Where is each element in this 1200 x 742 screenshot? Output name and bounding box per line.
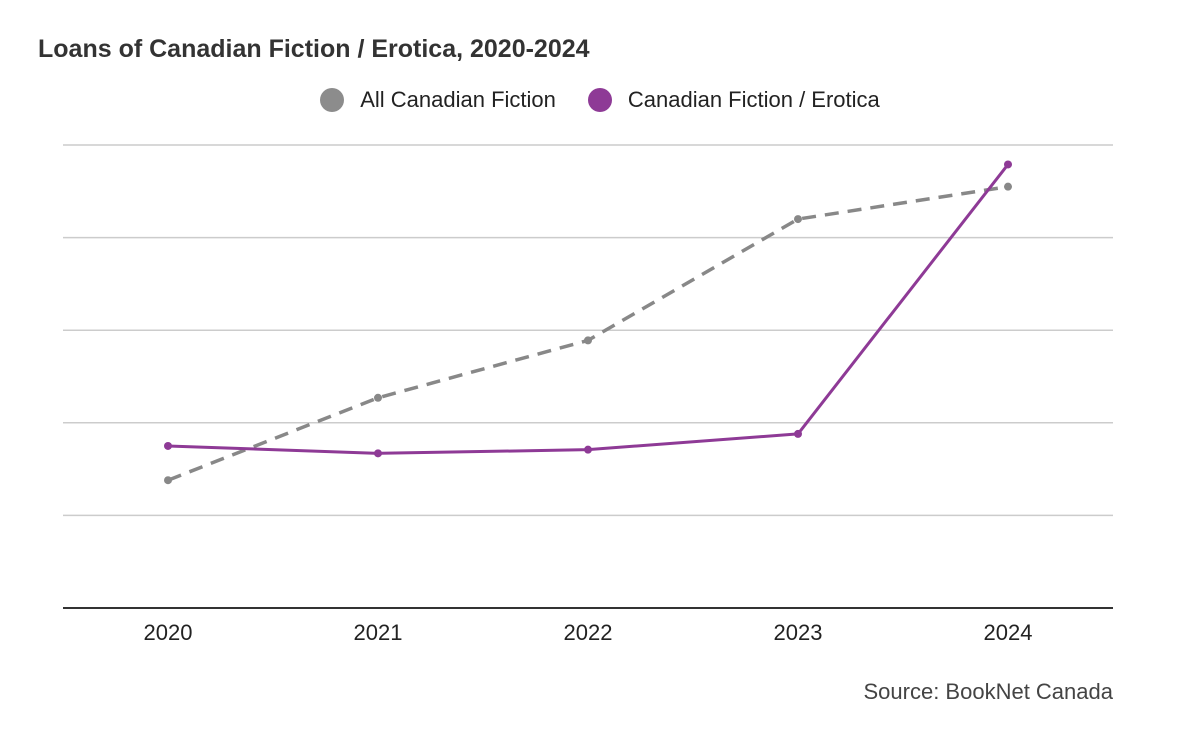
- legend: All Canadian Fiction Canadian Fiction / …: [0, 87, 1200, 113]
- x-tick-label: 2020: [144, 620, 193, 645]
- legend-label-canadian-fiction-erotica: Canadian Fiction / Erotica: [627, 87, 880, 112]
- data-point[interactable]: [164, 476, 172, 485]
- source-note: Source: BookNet Canada: [863, 679, 1114, 704]
- x-axis: 2020 2021 2022 2023 2024: [63, 607, 1113, 645]
- data-point[interactable]: [1004, 160, 1012, 169]
- data-point[interactable]: [794, 429, 802, 438]
- data-point[interactable]: [584, 445, 592, 454]
- data-point[interactable]: [374, 449, 382, 458]
- legend-label-all-canadian-fiction: All Canadian Fiction: [360, 87, 556, 112]
- legend-item-all-canadian-fiction[interactable]: All Canadian Fiction: [320, 87, 556, 113]
- x-tick-label: 2021: [354, 620, 403, 645]
- x-tick-label: 2023: [774, 620, 823, 645]
- data-point[interactable]: [374, 393, 382, 402]
- series-layer: [164, 160, 1012, 485]
- data-point[interactable]: [794, 215, 802, 224]
- legend-swatch-all-canadian-fiction: [320, 88, 345, 112]
- legend-swatch-canadian-fiction-erotica: [587, 88, 612, 112]
- legend-item-canadian-fiction-erotica[interactable]: Canadian Fiction / Erotica: [587, 87, 880, 113]
- series-line: [167, 184, 1009, 482]
- chart-title: Loans of Canadian Fiction / Erotica, 202…: [38, 35, 590, 63]
- x-tick-label: 2022: [564, 620, 613, 645]
- series-1: [164, 182, 1012, 485]
- gridlines: [63, 144, 1113, 517]
- series-2: [164, 160, 1012, 458]
- data-point[interactable]: [164, 441, 172, 450]
- x-tick-label: 2024: [984, 620, 1033, 645]
- data-point[interactable]: [584, 336, 592, 345]
- data-point[interactable]: [1004, 182, 1012, 191]
